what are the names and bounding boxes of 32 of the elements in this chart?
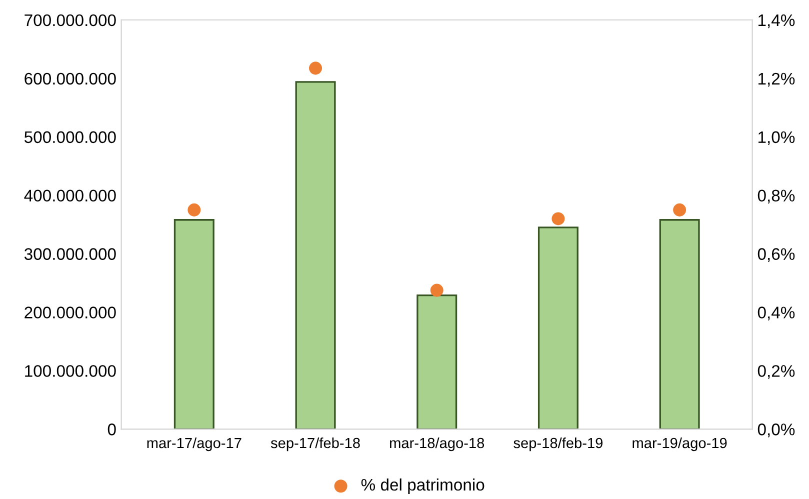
y2-tick-label: 0,2%	[758, 365, 795, 379]
bar	[659, 219, 700, 430]
y-tick-label: 700.000.000	[24, 14, 116, 26]
bar	[538, 226, 578, 430]
y2-tick-label: 0,6%	[758, 248, 795, 262]
y-tick-label: 200.000.000	[24, 306, 116, 318]
x-tick-label: mar-18/ago-18	[390, 437, 484, 452]
y-tick-label: 100.000.000	[25, 365, 116, 377]
x-tick-label: mar-17/ago-17	[147, 437, 242, 452]
bar	[174, 219, 214, 430]
x-tick-label: sep-18/feb-19	[514, 437, 603, 452]
point	[188, 203, 201, 216]
y2-tick-label: 1,2%	[758, 72, 795, 87]
point	[309, 62, 322, 75]
y-tick-label: 600.000.000	[24, 72, 116, 85]
y-tick-label: 0	[108, 424, 116, 436]
point	[673, 203, 686, 216]
x-tick-label: mar-19/ago-19	[632, 437, 727, 452]
y2-tick-label: 0,4%	[758, 306, 795, 320]
y2-tick-label: 0,0%	[758, 424, 795, 438]
point	[430, 284, 444, 297]
y-tick-label: 300.000.000	[24, 248, 116, 260]
y2-tick-label: 0,8%	[758, 190, 795, 204]
x-tick-label: sep-17/feb-18	[270, 437, 360, 452]
bar	[416, 294, 458, 430]
point	[552, 212, 565, 226]
y2-tick-label: 1,0%	[758, 131, 795, 146]
y2-tick-label: 1,4%	[758, 14, 795, 28]
y-tick-label: 500.000.000	[24, 131, 116, 144]
bar	[295, 81, 336, 430]
legend-label: % del patrimonio	[361, 478, 484, 494]
y-tick-label: 400.000.000	[24, 190, 116, 202]
